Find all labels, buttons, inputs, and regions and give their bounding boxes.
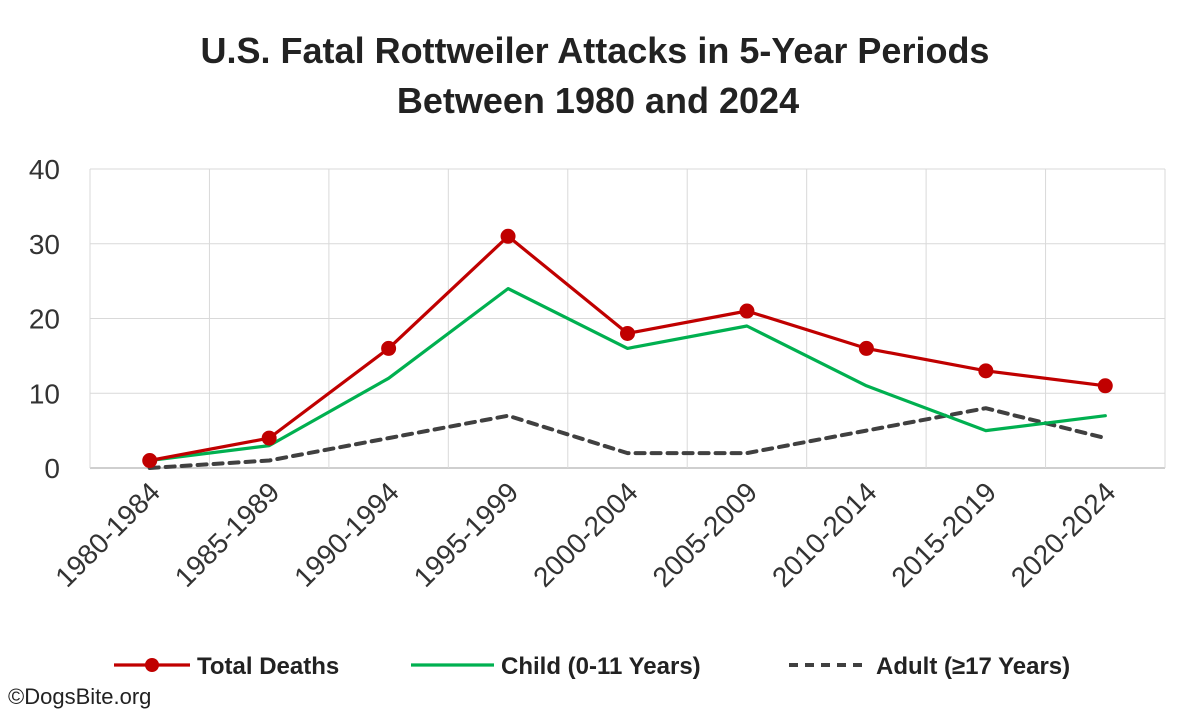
legend-marker bbox=[145, 658, 159, 672]
x-tick-label: 2015-2019 bbox=[885, 476, 1002, 593]
x-tick-label: 2005-2009 bbox=[647, 476, 764, 593]
y-tick-label: 0 bbox=[44, 453, 60, 484]
x-tick-label: 1995-1999 bbox=[408, 476, 525, 593]
x-tick-label: 2020-2024 bbox=[1005, 476, 1122, 593]
data-point bbox=[500, 228, 516, 244]
data-point bbox=[620, 325, 635, 341]
x-tick-label: 1990-1994 bbox=[288, 476, 405, 593]
series-line-1 bbox=[148, 287, 1107, 463]
data-point bbox=[1097, 378, 1113, 394]
x-tick-label: 2010-2014 bbox=[766, 476, 883, 593]
data-point bbox=[978, 363, 994, 379]
data-point bbox=[261, 430, 277, 446]
data-point bbox=[739, 303, 755, 319]
chart-title-line1: U.S. Fatal Rottweiler Attacks in 5-Year … bbox=[201, 30, 990, 71]
y-tick-label: 40 bbox=[29, 154, 60, 185]
x-axis-ticks: 1980-1984 1985-1989 1990-1994 1995-1999 2000… bbox=[49, 476, 1121, 593]
data-point bbox=[858, 340, 874, 356]
y-tick-label: 20 bbox=[29, 304, 60, 335]
series-group bbox=[142, 228, 1113, 470]
y-tick-label: 30 bbox=[29, 229, 60, 260]
x-tick-label: 2000-2004 bbox=[527, 476, 644, 593]
legend: Total Deaths Child (0-11 Years) Adult (≥17… bbox=[114, 653, 1070, 680]
legend-label-1: Child (0-11 Years) bbox=[501, 653, 701, 680]
copyright-text: ©DogsBite.org bbox=[8, 684, 152, 709]
data-point bbox=[381, 340, 397, 356]
grid bbox=[89, 168, 1166, 469]
legend-label-2: Adult (≥17 Years) bbox=[876, 653, 1070, 680]
y-axis-ticks: 0 10 20 30 40 bbox=[29, 154, 60, 484]
x-tick-label: 1980-1984 bbox=[49, 476, 166, 593]
chart-title-line2: Between 1980 and 2024 bbox=[397, 80, 799, 121]
series-line-2 bbox=[147, 406, 1108, 470]
y-tick-label: 10 bbox=[29, 378, 60, 409]
data-point bbox=[142, 453, 158, 469]
legend-label-0: Total Deaths bbox=[197, 653, 339, 680]
x-tick-label: 1985-1989 bbox=[169, 476, 286, 593]
